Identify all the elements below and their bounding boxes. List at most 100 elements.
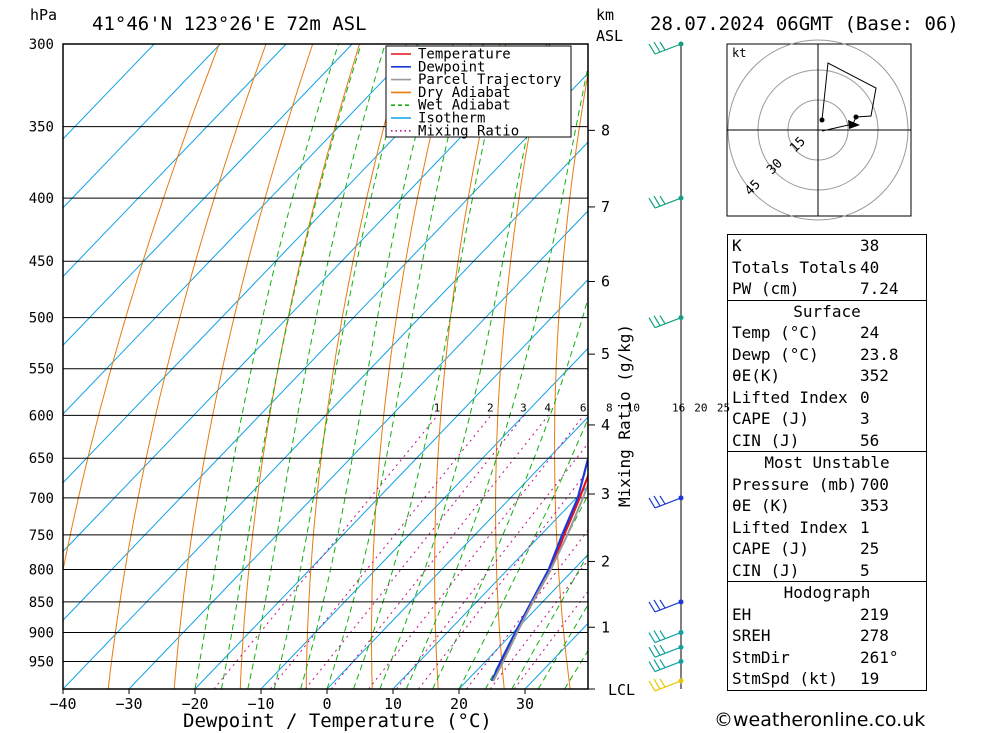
height-tick-label: 3 — [601, 485, 610, 503]
dry-adiabat-line — [107, 44, 267, 689]
location-title: 41°46'N 123°26'E 72m ASL — [92, 13, 367, 35]
index-row: K 38 — [728, 235, 926, 257]
index-row: EH 219 — [728, 604, 926, 626]
isotherm-line — [63, 44, 353, 346]
mixing-ratio-label: 25 — [717, 401, 730, 414]
wind-barb-shape — [648, 659, 682, 673]
index-row: θE (K) 353 — [728, 495, 926, 517]
height-unit-asl: ASL — [596, 27, 623, 45]
mixing-ratio-label: 10 — [627, 401, 640, 414]
height-unit-km: km — [596, 6, 614, 24]
height-tick-label: 7 — [601, 198, 610, 216]
hodograph-title: Hodograph — [783, 583, 871, 602]
index-row: Pressure (mb) 700 — [728, 474, 926, 496]
plot-frame — [62, 43, 589, 690]
temperature-tick-label: 30 — [516, 695, 534, 713]
hodograph-unit: kt — [732, 46, 746, 60]
mixing-ratio-line — [489, 559, 588, 689]
pressure-tick-label: 800 — [29, 562, 54, 578]
legend-label: Mixing Ratio — [418, 123, 519, 139]
x-axis-label: Dewpoint / Temperature (°C) — [183, 710, 492, 732]
index-value: 700 — [860, 474, 889, 494]
pressure-tick-label: 900 — [29, 626, 54, 642]
index-label: θE(K) — [732, 366, 781, 385]
hodograph-point — [853, 114, 859, 120]
index-label: θE (K) — [732, 496, 790, 515]
index-label: K — [732, 236, 742, 255]
wet-adiabat-line — [273, 44, 412, 689]
series-parcel-trajectory — [492, 481, 588, 682]
lcl-label: LCL — [608, 681, 635, 699]
index-value: 3 — [860, 409, 870, 428]
wind-barb-shape — [648, 41, 682, 55]
legend-label: Temperature — [418, 47, 511, 63]
wind-barb-shape — [648, 678, 682, 692]
mixing-ratio-label: 8 — [606, 401, 613, 414]
index-label: Temp (°C) — [732, 323, 819, 342]
index-row: PW (cm) 7.24 — [728, 278, 926, 300]
wind-barb — [648, 659, 682, 673]
pressure-unit-label: hPa — [30, 6, 57, 24]
mixing-ratio-line — [304, 415, 525, 689]
index-row: StmSpd (kt) 19 — [728, 668, 926, 690]
wind-level-marker — [678, 315, 684, 321]
index-label: SREH — [732, 626, 771, 645]
index-value: 353 — [860, 496, 889, 515]
index-label: CAPE (J) — [732, 409, 810, 428]
isotherm-line — [63, 44, 551, 553]
hodograph-point — [819, 117, 825, 123]
index-label: CAPE (J) — [732, 539, 810, 558]
wind-barb — [648, 315, 682, 329]
index-value: 1 — [860, 517, 870, 537]
height-tick-label: 1 — [601, 618, 610, 636]
isotherm-line — [63, 72, 588, 621]
isotherm-line — [128, 210, 588, 689]
index-label: CIN (J) — [732, 430, 800, 450]
index-value: 5 — [860, 560, 870, 580]
wet-adiabat-line — [300, 44, 440, 689]
index-label: Lifted Index — [732, 517, 848, 537]
index-value: 261° — [860, 647, 899, 667]
wind-barb — [648, 678, 682, 692]
index-label: PW (cm) — [732, 279, 800, 298]
temperature-tick-label: −30 — [115, 695, 142, 713]
most-unstable-title: Most Unstable — [764, 453, 890, 472]
isotherm-line — [63, 44, 155, 140]
height-tick-label: 2 — [601, 552, 610, 570]
index-value: 40 — [860, 257, 880, 277]
pressure-tick-label: 850 — [29, 595, 54, 611]
index-value: 278 — [860, 626, 889, 645]
mixing-ratio-line — [368, 415, 585, 689]
index-label: StmSpd (kt) — [732, 669, 838, 688]
temperature-tick-label: −10 — [247, 695, 274, 713]
pressure-tick-label: 500 — [29, 311, 54, 327]
index-row: CIN (J) 56 — [728, 430, 926, 452]
wet-adiabat-line — [247, 44, 386, 689]
wind-barb — [648, 599, 682, 613]
index-row: CAPE (J) 25 — [728, 538, 926, 560]
dry-adiabat-line — [239, 44, 360, 689]
index-value: 56 — [860, 430, 880, 450]
isotherm-line — [194, 278, 588, 689]
index-row: Lifted Index 0 — [728, 387, 926, 409]
dry-adiabat-line — [667, 44, 702, 689]
index-label: CIN (J) — [732, 560, 800, 580]
isotherm-line — [63, 44, 485, 484]
wind-barb-shape — [648, 315, 682, 329]
isotherm-line — [63, 44, 221, 209]
index-row: CAPE (J) 3 — [728, 408, 926, 430]
index-value: 25 — [860, 539, 880, 558]
dry-adiabat-line — [434, 44, 501, 689]
mixing-ratio-label: 2 — [487, 401, 494, 414]
index-value: 0 — [860, 387, 870, 407]
wet-adiabat-line — [379, 44, 547, 689]
index-value: 219 — [860, 604, 889, 624]
index-value: 7.24 — [860, 279, 899, 298]
isotherm-line — [63, 44, 287, 278]
mixing-ratio-label: 6 — [580, 401, 587, 414]
legend-label: Dewpoint — [418, 59, 485, 75]
index-row: Temp (°C) 24 — [728, 322, 926, 344]
temperature-tick-label: 0 — [322, 695, 331, 713]
